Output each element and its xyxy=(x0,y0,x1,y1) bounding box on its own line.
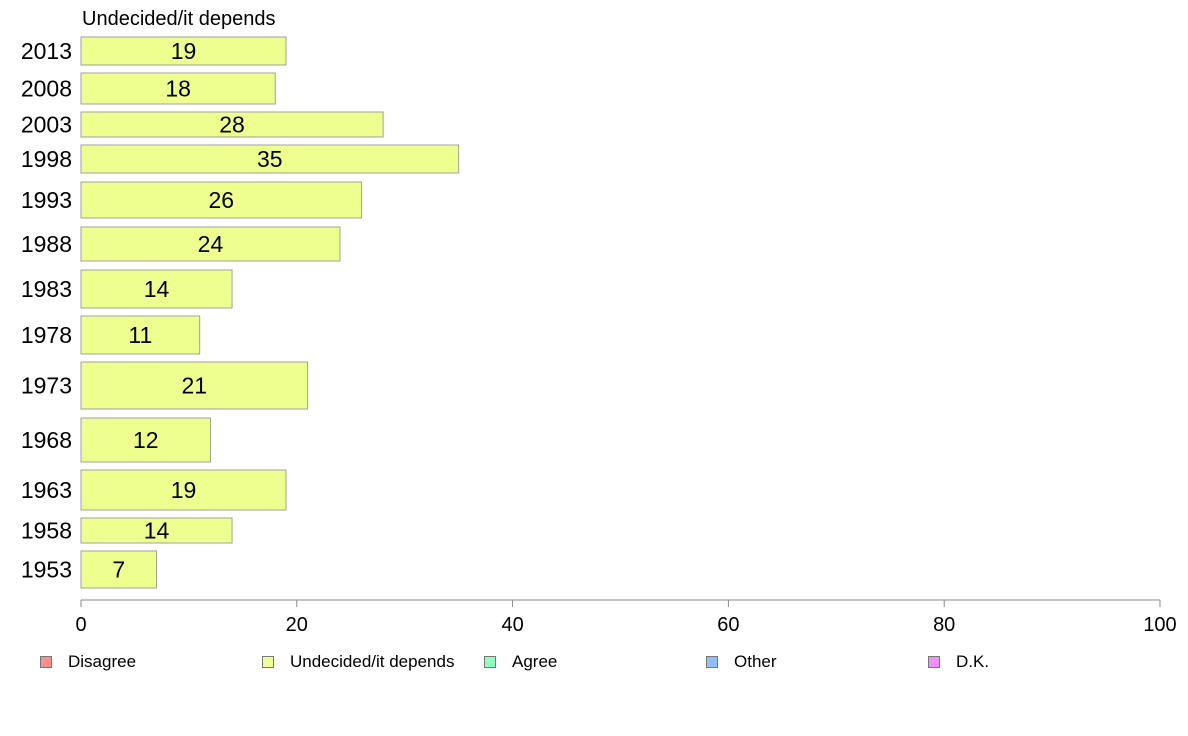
category-label-1973: 1973 xyxy=(21,373,72,399)
category-label-2003: 2003 xyxy=(21,112,72,138)
legend-label-dk: D.K. xyxy=(956,652,990,671)
bar-1998 xyxy=(80,144,460,174)
category-label-1968: 1968 xyxy=(21,427,72,453)
bar-value-label-1988: 24 xyxy=(198,231,224,257)
legend-item-undecided: Undecided/it depends xyxy=(262,652,454,672)
bar-value-label-1998: 35 xyxy=(257,146,283,172)
category-label-1958: 1958 xyxy=(21,518,72,544)
bar-value-label-1993: 26 xyxy=(208,187,234,213)
legend-item-disagree: Disagree xyxy=(40,652,136,672)
bar-value-label-1983: 14 xyxy=(144,276,170,302)
legend-label-other: Other xyxy=(734,652,777,671)
bar-2008 xyxy=(80,72,276,105)
category-label-1998: 1998 xyxy=(21,146,72,172)
bar-1983 xyxy=(80,269,233,309)
category-label-1963: 1963 xyxy=(21,477,72,503)
legend-label-agree: Agree xyxy=(512,652,558,671)
x-tick-label-20: 20 xyxy=(286,614,308,636)
category-label-2013: 2013 xyxy=(21,38,72,64)
bar-value-label-2008: 18 xyxy=(165,76,191,102)
legend-label-disagree: Disagree xyxy=(68,652,137,671)
category-label-1993: 1993 xyxy=(21,187,72,213)
legend-swatch-undecided xyxy=(262,656,274,668)
bar-1963 xyxy=(80,469,287,511)
legend: Disagree Undecided/it depends Agree Othe… xyxy=(0,652,1188,676)
bar-value-label-1968: 12 xyxy=(133,427,159,453)
bar-2003 xyxy=(80,111,384,138)
x-tick-label-0: 0 xyxy=(75,614,86,636)
category-label-1983: 1983 xyxy=(21,276,72,302)
legend-item-agree: Agree xyxy=(484,652,557,672)
bar-2013 xyxy=(80,36,287,66)
chart-panel-title: Undecided/it depends xyxy=(82,8,276,30)
legend-item-other: Other xyxy=(706,652,777,672)
bar-1978 xyxy=(80,315,201,355)
bar-value-label-1953: 7 xyxy=(112,557,125,583)
x-tick-label-60: 60 xyxy=(717,614,739,636)
bar-value-label-1978: 11 xyxy=(128,322,152,348)
x-tick-label-40: 40 xyxy=(501,614,523,636)
category-label-1978: 1978 xyxy=(21,322,72,348)
legend-label-undecided: Undecided/it depends xyxy=(290,652,455,671)
category-label-2008: 2008 xyxy=(21,76,72,102)
bar-1953 xyxy=(80,550,158,589)
legend-swatch-disagree xyxy=(40,656,52,668)
x-tick-label-100: 100 xyxy=(1143,614,1176,636)
bar-value-label-2013: 19 xyxy=(171,38,197,64)
category-label-1953: 1953 xyxy=(21,557,72,583)
legend-swatch-dk xyxy=(928,656,940,668)
bar-value-label-2003: 28 xyxy=(219,112,245,138)
bar-1993 xyxy=(80,181,363,219)
bar-1958 xyxy=(80,517,233,544)
category-label-1988: 1988 xyxy=(21,231,72,257)
bar-chart: 1920131820082820033519982619932419881419… xyxy=(21,36,1177,636)
bar-1968 xyxy=(80,417,211,463)
legend-item-dk: D.K. xyxy=(928,652,989,672)
bar-value-label-1973: 21 xyxy=(181,373,207,399)
bar-1973 xyxy=(80,361,309,410)
bar-value-label-1958: 14 xyxy=(144,518,170,544)
legend-swatch-agree xyxy=(484,656,496,668)
legend-swatch-other xyxy=(706,656,718,668)
bar-value-label-1963: 19 xyxy=(171,477,197,503)
x-tick-label-80: 80 xyxy=(933,614,955,636)
bar-1988 xyxy=(80,226,341,262)
